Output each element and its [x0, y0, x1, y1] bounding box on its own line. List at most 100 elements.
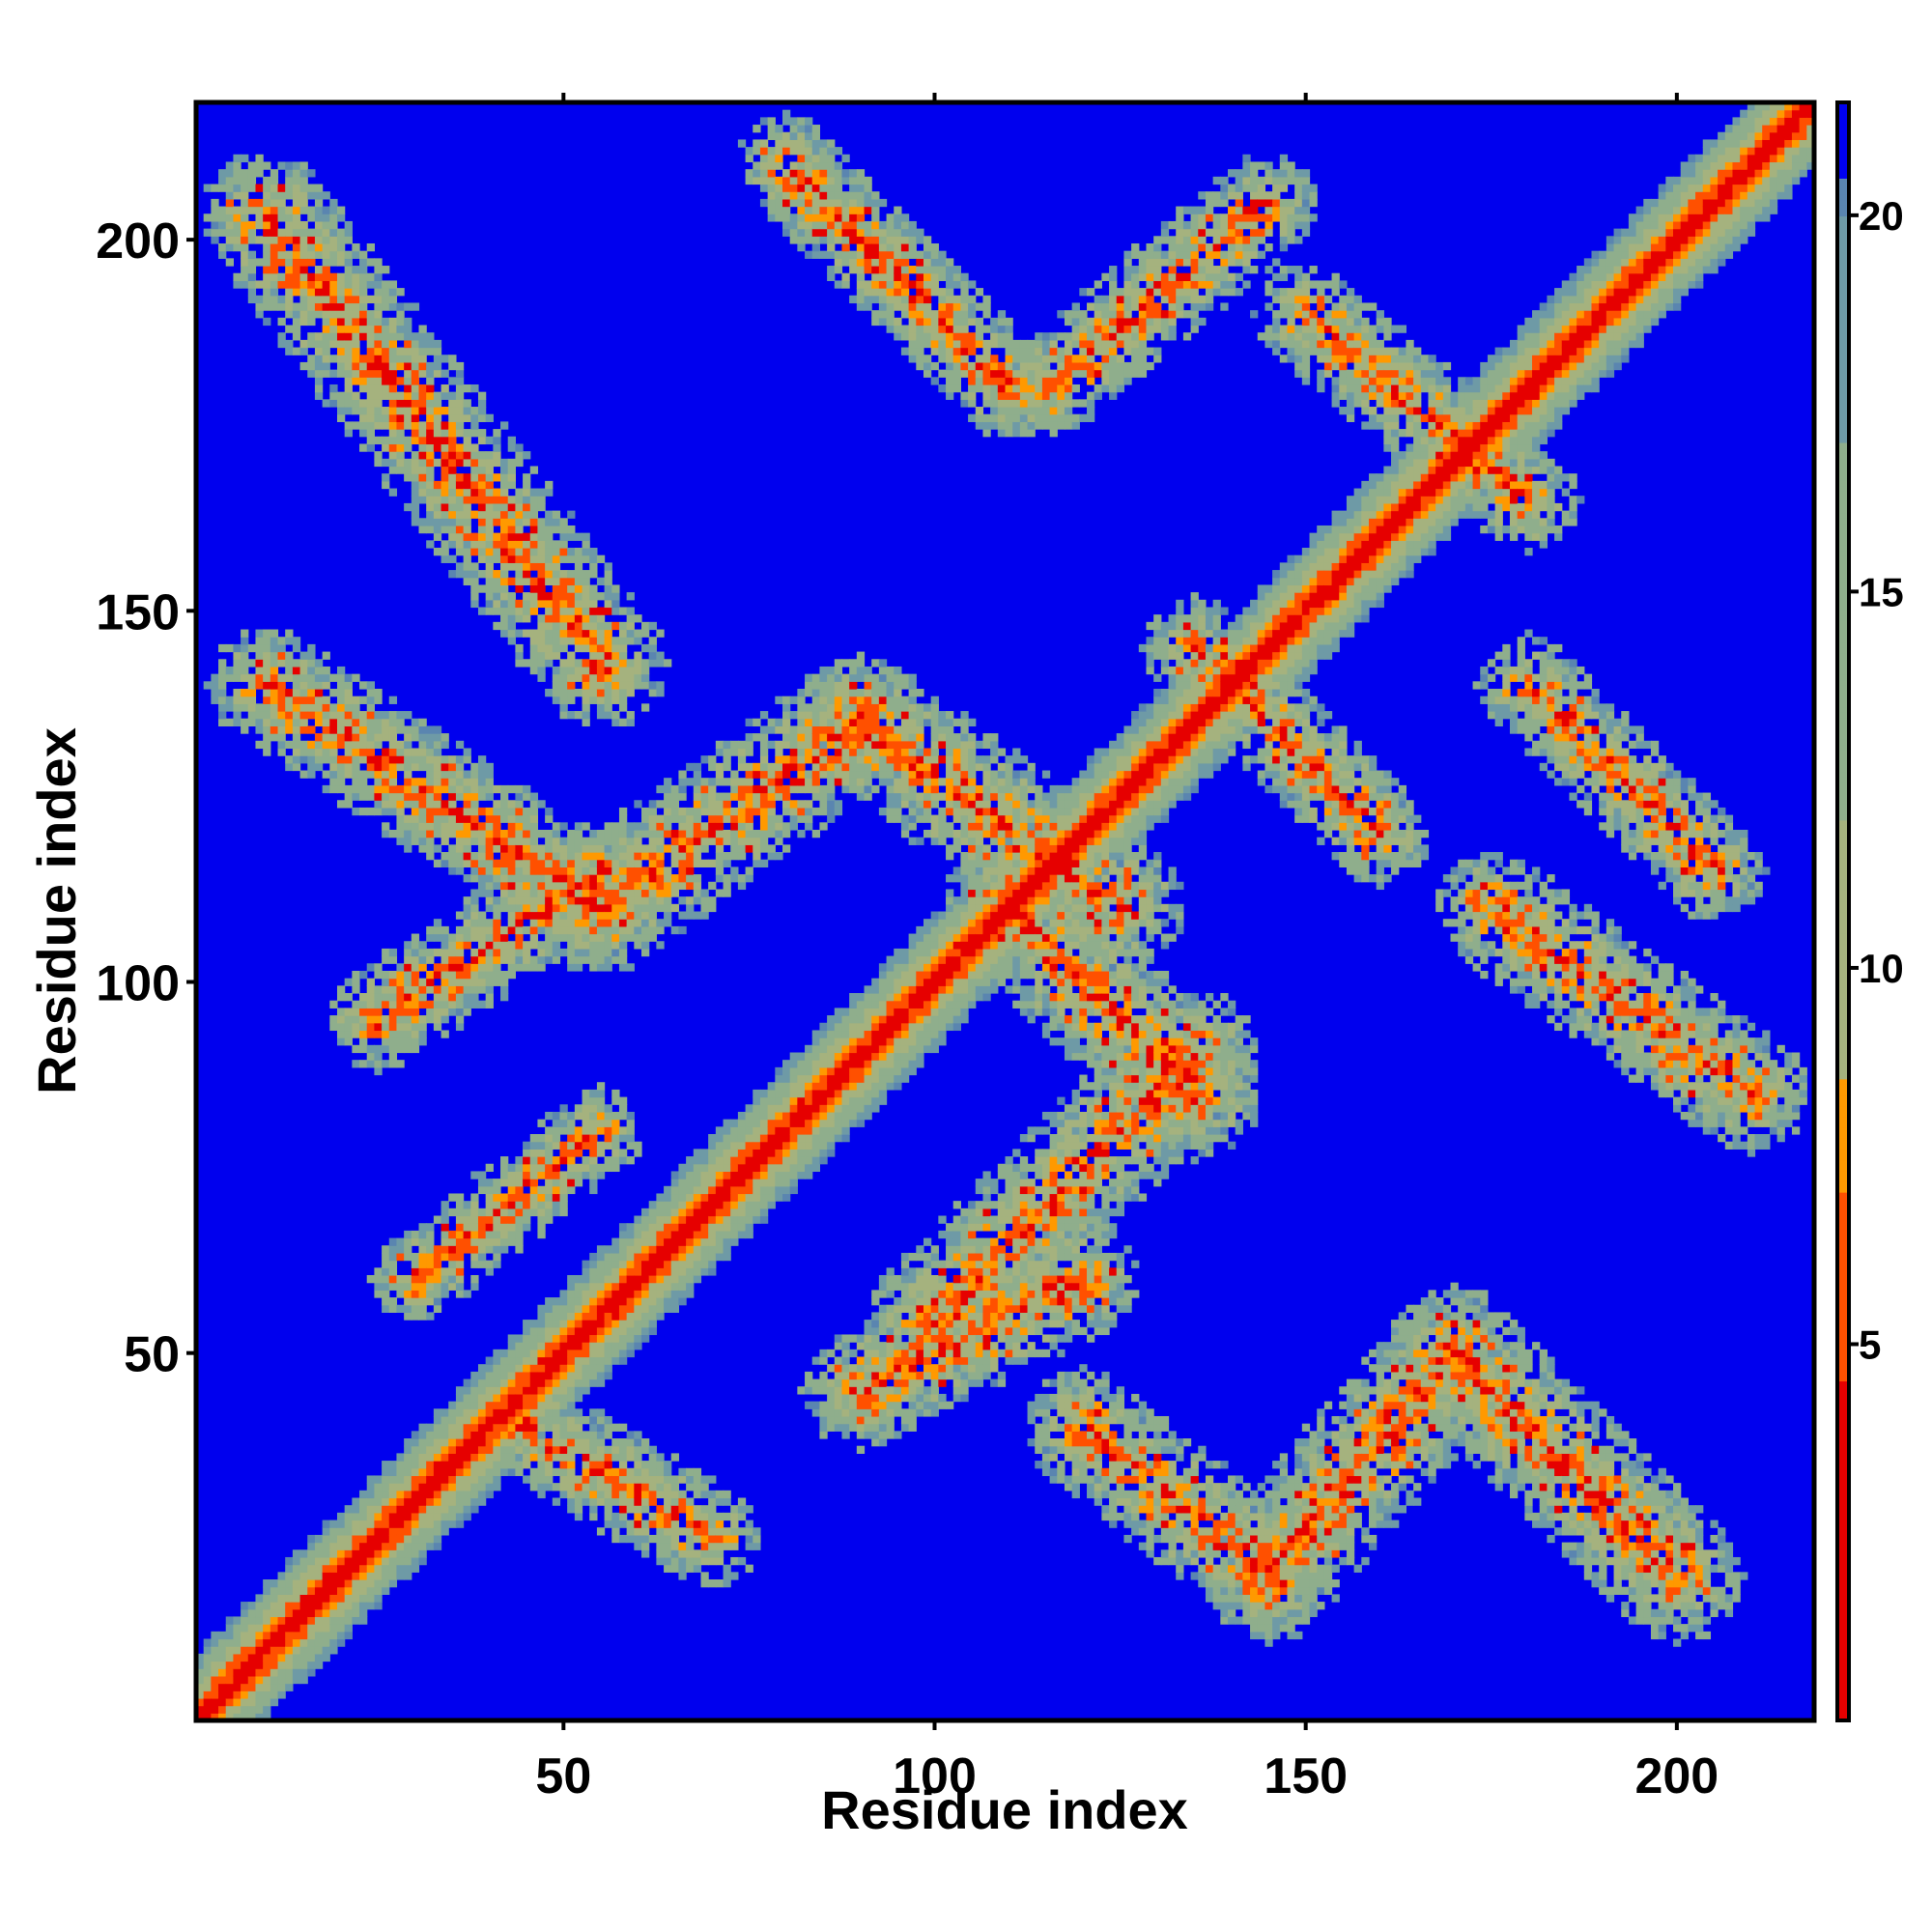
heatmap-cell [344, 1608, 353, 1618]
heatmap-cell [277, 1638, 286, 1647]
heatmap-cell [336, 673, 346, 682]
heatmap-cell [485, 1423, 494, 1432]
heatmap-cell [485, 1245, 494, 1254]
heatmap-cell [336, 696, 346, 704]
heatmap-cell [582, 696, 590, 704]
heatmap-cell [745, 1119, 753, 1127]
heatmap-cell [493, 1356, 501, 1365]
heatmap-cell [329, 770, 338, 779]
heatmap-cell [285, 169, 294, 178]
heatmap-cell [767, 131, 776, 141]
heatmap-cell [470, 458, 479, 468]
heatmap-cell [515, 488, 524, 497]
heatmap-cell [582, 577, 590, 586]
heatmap-cell [255, 703, 264, 712]
heatmap-cell [426, 391, 435, 400]
heatmap-cell [767, 807, 776, 816]
heatmap-cell [582, 1467, 590, 1477]
heatmap-cell [574, 1134, 583, 1143]
heatmap-cell [463, 1223, 471, 1232]
heatmap-cell [299, 703, 308, 712]
heatmap-cell [426, 502, 435, 512]
heatmap-cell [411, 384, 420, 393]
heatmap-cell [715, 1149, 724, 1157]
heatmap-cell [388, 369, 398, 378]
heatmap-cell [277, 673, 286, 682]
heatmap-cell [559, 1320, 568, 1328]
heatmap-cell [582, 1260, 590, 1268]
heatmap-cell [366, 1579, 375, 1588]
heatmap-cell [411, 466, 420, 474]
heatmap-cell [618, 637, 628, 645]
heatmap-cell [404, 413, 412, 422]
heatmap-cell [485, 1490, 494, 1499]
heatmap-cell [552, 577, 561, 586]
heatmap-cell [344, 361, 353, 371]
heatmap-cell [322, 1653, 330, 1662]
heatmap-cell [336, 725, 346, 734]
heatmap-cell [322, 1616, 330, 1625]
heatmap-cell [515, 510, 524, 519]
heatmap-cell [404, 1564, 412, 1573]
heatmap-cell [225, 703, 235, 712]
heatmap-cell [589, 925, 598, 935]
heatmap-cell [411, 792, 420, 801]
heatmap-cell [485, 577, 494, 586]
heatmap-cell [500, 621, 509, 631]
heatmap-cell [336, 1638, 346, 1647]
heatmap-cell [596, 1415, 606, 1425]
heatmap-cell [611, 651, 620, 660]
heatmap-cell [241, 258, 249, 267]
heatmap-cell [715, 1134, 724, 1143]
heatmap-cell [382, 711, 390, 720]
heatmap-cell [382, 1512, 390, 1521]
heatmap-cell [648, 1475, 657, 1484]
heatmap-cell [493, 1371, 501, 1380]
heatmap-cell [723, 1230, 731, 1239]
heatmap-cell [263, 740, 271, 750]
heatmap-cell [782, 1193, 791, 1202]
heatmap-cell [366, 384, 375, 393]
heatmap-cell [700, 1534, 709, 1544]
heatmap-cell [537, 502, 546, 512]
heatmap-cell [277, 295, 286, 304]
heatmap-cell [574, 1320, 583, 1328]
heatmap-cell [604, 1342, 612, 1350]
heatmap-cell [426, 1453, 435, 1462]
heatmap-cell [411, 510, 420, 519]
heatmap-cell [493, 1467, 501, 1477]
heatmap-cell [611, 955, 620, 964]
heatmap-cell [589, 903, 598, 913]
heatmap-cell [641, 896, 650, 905]
heatmap-cell [433, 1252, 442, 1262]
heatmap-cell [545, 844, 554, 853]
heatmap-cell [292, 191, 301, 200]
heatmap-cell [455, 562, 465, 571]
heatmap-cell [537, 852, 546, 861]
heatmap-cell [582, 673, 590, 682]
heatmap-cell [507, 1342, 516, 1350]
heatmap-cell [559, 711, 568, 720]
heatmap-cell [336, 1008, 346, 1016]
heatmap-cell [782, 807, 791, 816]
heatmap-cell [241, 228, 249, 237]
heatmap-cell [611, 689, 620, 697]
heatmap-cell [203, 1690, 212, 1699]
heatmap-cell [314, 1556, 324, 1566]
heatmap-cell [626, 1230, 635, 1239]
heatmap-cell [493, 881, 501, 891]
heatmap-cell [285, 206, 294, 214]
heatmap-cell [241, 1653, 249, 1662]
heatmap-cell [730, 784, 739, 794]
heatmap-cell [559, 689, 568, 697]
heatmap-cell [537, 829, 546, 838]
heatmap-cell [218, 643, 227, 653]
heatmap-cell [529, 1201, 539, 1209]
heatmap-cell [418, 733, 427, 742]
heatmap-cell [596, 1527, 606, 1536]
heatmap-cell [515, 643, 524, 653]
heatmap-cell [670, 903, 680, 913]
heatmap-cell [314, 1572, 324, 1580]
heatmap-cell [366, 1602, 375, 1610]
heatmap-cell [307, 659, 316, 668]
